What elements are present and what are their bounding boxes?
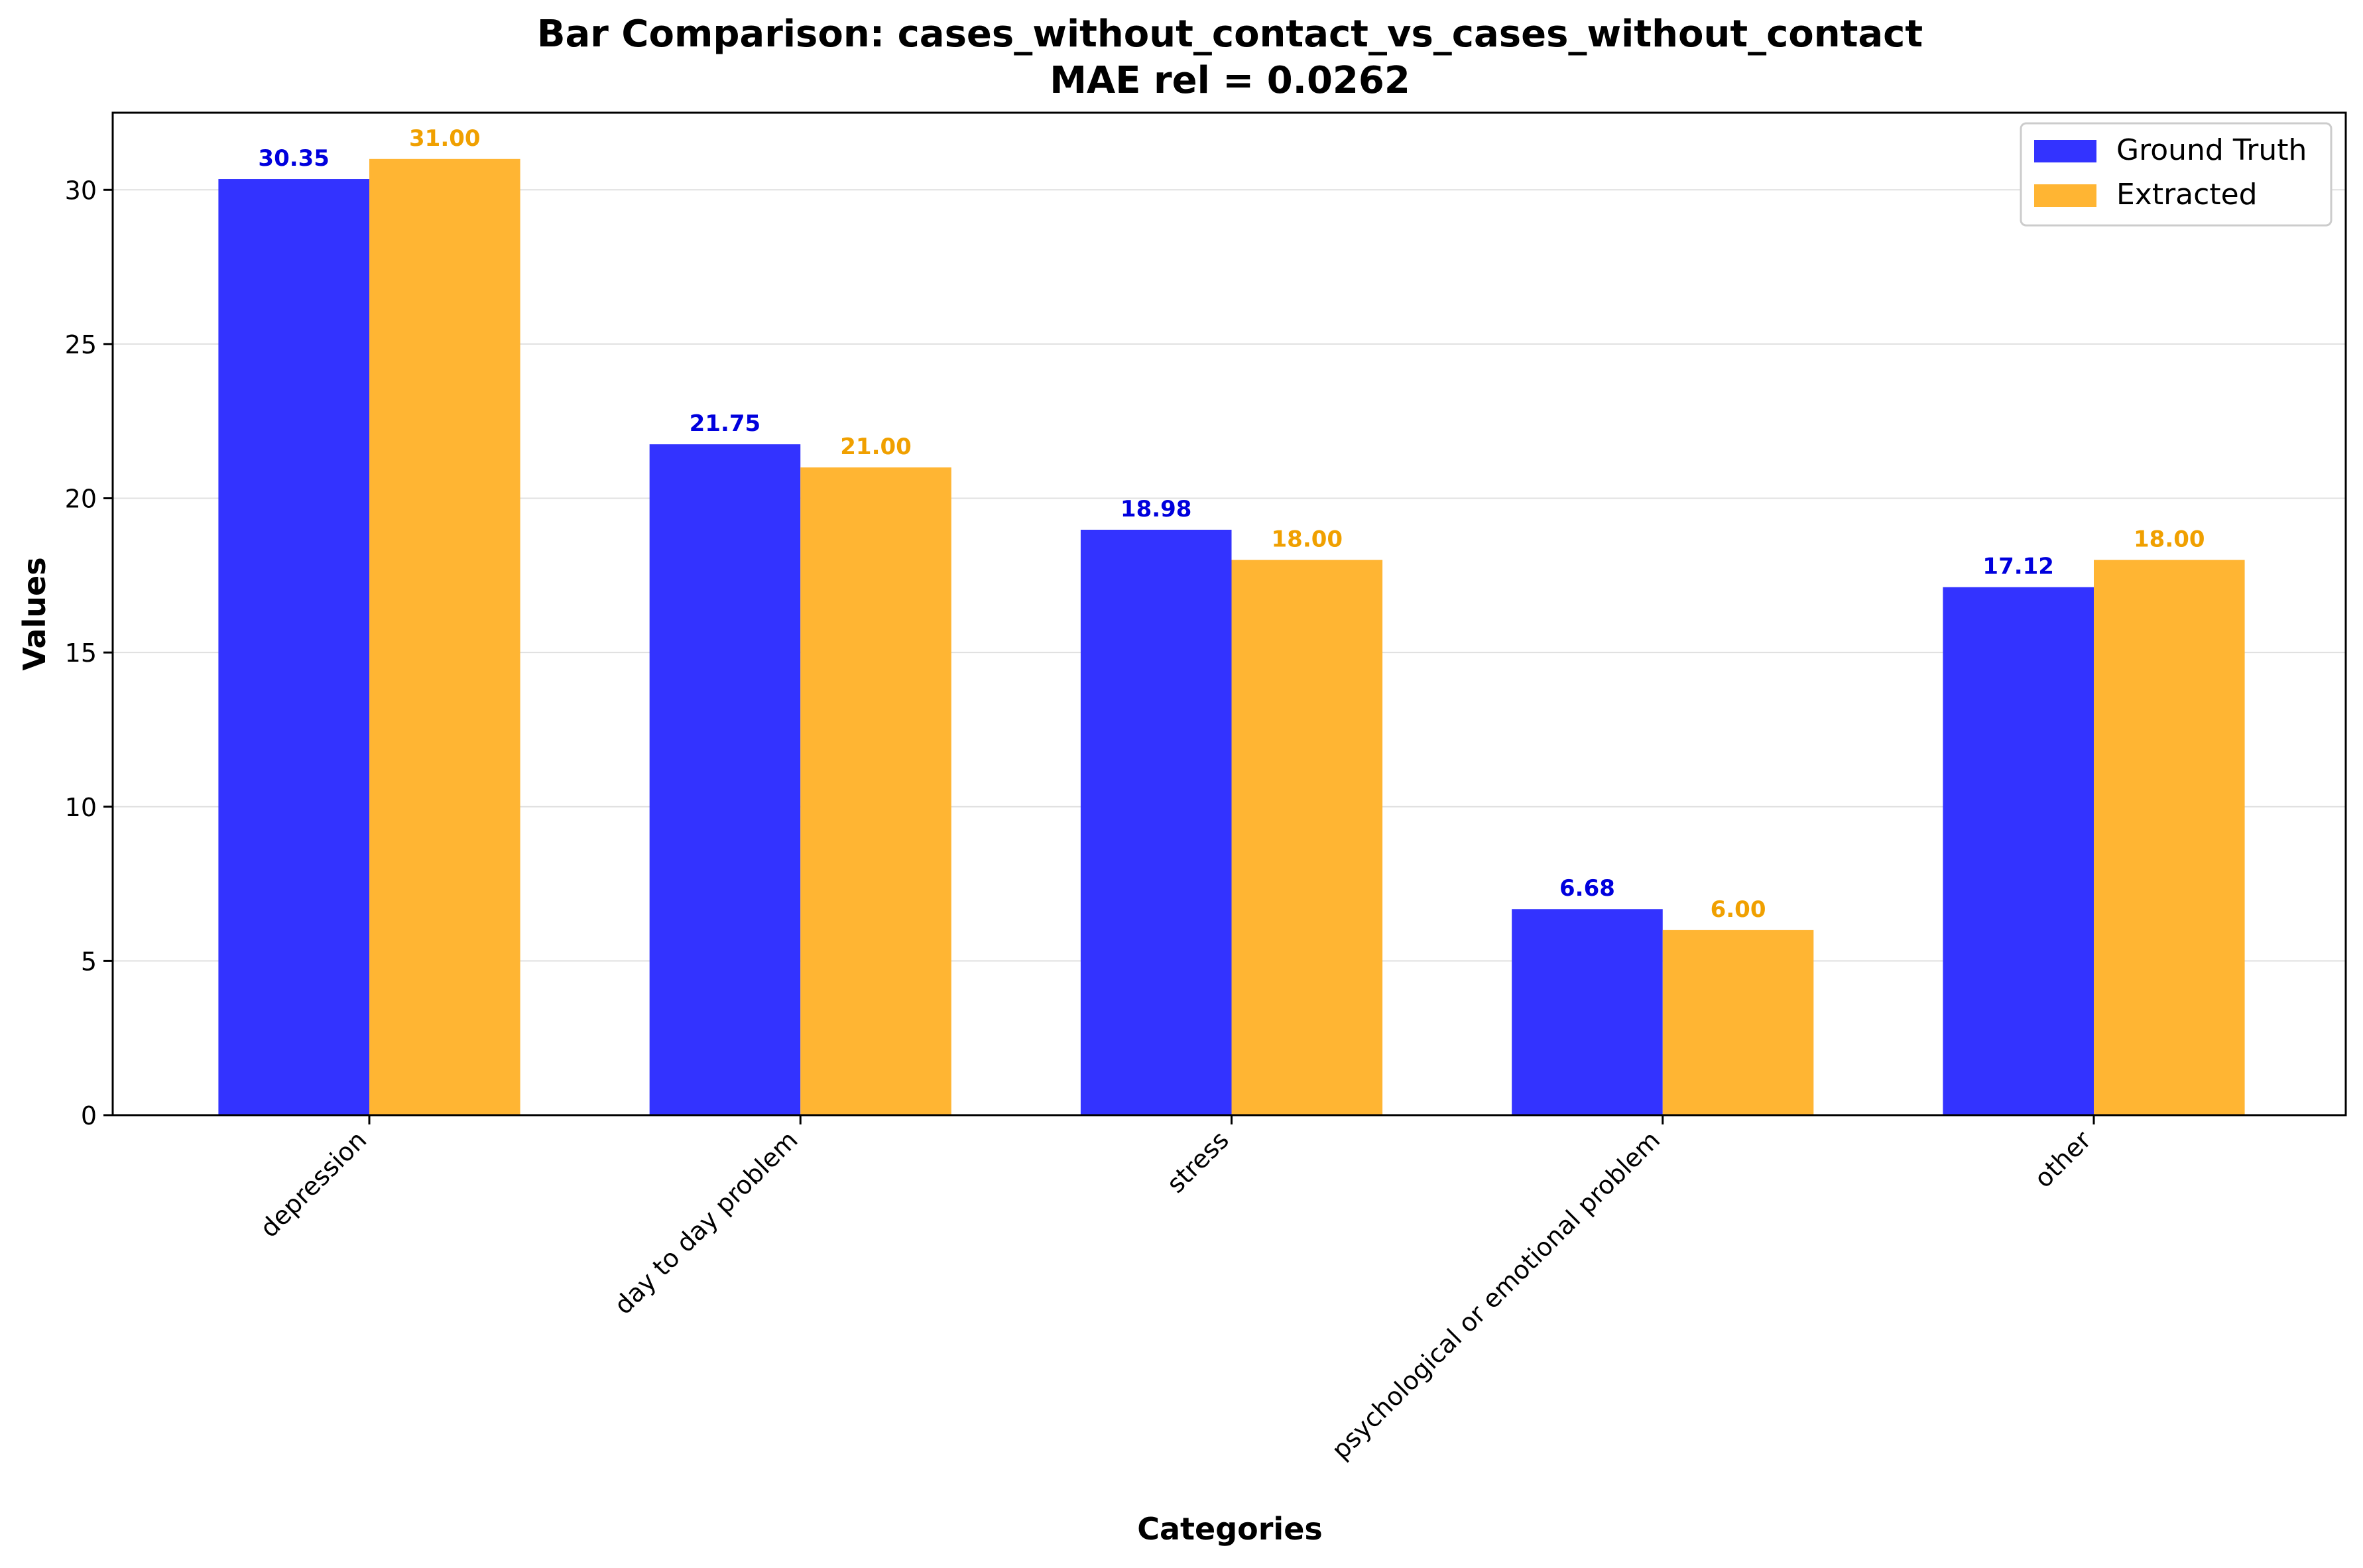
chart-title: Bar Comparison: cases_without_contact_vs… (537, 13, 1923, 56)
data-label: 18.98 (1121, 496, 1192, 522)
y-axis: 0 5 10 15 20 25 30 (65, 176, 113, 1130)
legend-label-extracted: Extracted (2116, 178, 2258, 211)
y-tick-label: 10 (65, 793, 97, 822)
data-label: 21.75 (690, 410, 761, 437)
data-label: 18.00 (1272, 526, 1343, 553)
bar (1080, 529, 1232, 1115)
bar (800, 467, 951, 1115)
y-tick-label: 15 (65, 638, 97, 668)
data-label: 6.00 (1711, 896, 1766, 923)
bar (1662, 930, 1814, 1115)
data-label: 31.00 (409, 125, 481, 152)
legend-frame (2020, 122, 2333, 227)
legend: Ground Truth Extracted (2020, 122, 2333, 227)
data-label: 6.68 (1559, 875, 1615, 902)
bar (1512, 909, 1663, 1115)
plot-frame (111, 111, 2347, 1116)
bar (2094, 560, 2245, 1115)
chart-subtitle: MAE rel = 0.0262 (1050, 59, 1410, 102)
data-label: 17.12 (1982, 554, 2054, 580)
y-axis-label: Values (17, 557, 52, 670)
bar (1943, 587, 2094, 1115)
data-label: 30.35 (258, 145, 330, 172)
y-tick-label: 30 (65, 176, 97, 205)
y-tick-label: 25 (65, 330, 97, 359)
data-label: 21.00 (840, 434, 912, 460)
y-tick-label: 20 (65, 485, 97, 514)
data-labels: 30.35 31.00 21.75 21.00 18.98 18.00 6.68 6.00 17… (258, 125, 2205, 923)
bar (218, 179, 369, 1115)
bar (1231, 560, 1383, 1115)
bar (369, 158, 520, 1115)
legend-swatch-extracted (2034, 184, 2096, 207)
bars (218, 158, 2245, 1115)
legend-label-ground-truth: Ground Truth (2116, 133, 2307, 167)
bar (649, 444, 801, 1115)
legend-swatch-ground-truth (2034, 140, 2096, 162)
data-label: 18.00 (2134, 526, 2205, 553)
y-tick-label: 0 (81, 1101, 97, 1130)
y-tick-label: 5 (81, 947, 97, 976)
x-axis-label: Categories (1137, 1511, 1323, 1547)
